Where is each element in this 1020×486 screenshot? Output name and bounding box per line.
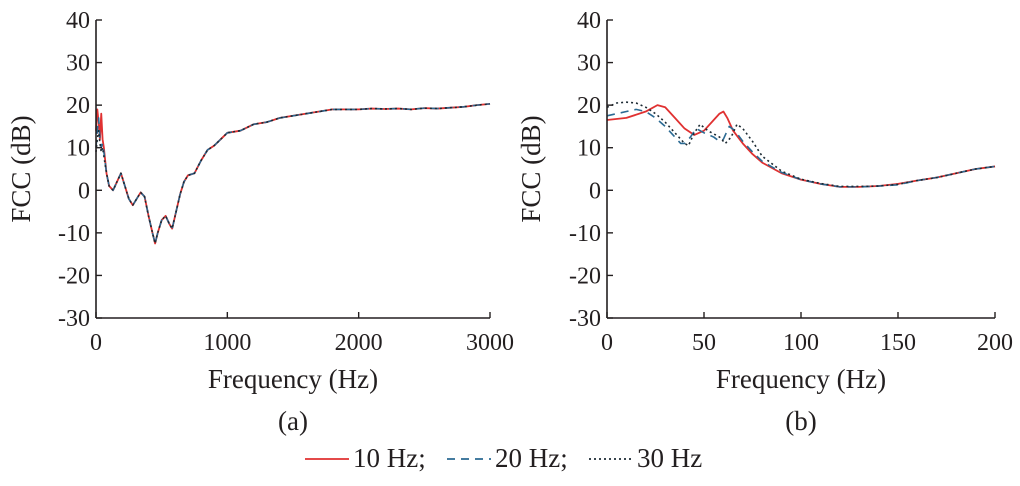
y-tick-label: 10 — [577, 136, 601, 162]
chart-panel-a: -30 -20 -10 0 10 20 30 40 0 1000 2000 3000 FCC (dB) F… — [6, 8, 514, 436]
legend-label: 20 Hz; — [495, 443, 568, 473]
x-tick-label: 50 — [692, 330, 716, 356]
x-axis-label: Frequency (Hz) — [716, 364, 886, 394]
y-tick-label: 30 — [66, 51, 90, 77]
series-line-20-hz — [95, 103, 491, 245]
y-tick-label: -20 — [58, 263, 90, 289]
y-tick-label: 20 — [66, 93, 90, 119]
x-tick-label: 150 — [880, 330, 916, 356]
x-tick-label: 0 — [90, 330, 102, 356]
x-tick-label: 1000 — [203, 330, 251, 356]
y-tick-label: 40 — [577, 8, 601, 34]
legend-label: 30 Hz — [637, 443, 702, 473]
chart-panel-b: -30 -20 -10 0 10 20 30 40 0 50 100 150 200 FCC (dB) Fr… — [516, 8, 1013, 436]
y-tick-label: -20 — [569, 263, 601, 289]
panel-caption: (b) — [785, 406, 816, 436]
y-tick-label: 30 — [577, 51, 601, 77]
series-line-20-hz — [606, 108, 996, 188]
y-axis-label: FCC (dB) — [6, 115, 36, 222]
panel-caption: (a) — [278, 406, 308, 436]
y-tick-label: 40 — [66, 8, 90, 34]
y-tick-label: 20 — [577, 93, 601, 119]
legend: 10 Hz; 20 Hz; 30 Hz — [305, 443, 702, 473]
y-tick-label: -10 — [58, 221, 90, 247]
x-tick-label: 100 — [783, 330, 819, 356]
y-axis-label: FCC (dB) — [516, 115, 546, 222]
y-tick-label: -30 — [569, 306, 601, 332]
y-tick-label: 0 — [78, 178, 90, 204]
x-axis-label: Frequency (Hz) — [208, 364, 378, 394]
x-tick-label: 3000 — [466, 330, 514, 356]
y-tick-label: 10 — [66, 136, 90, 162]
series-line-30-hz — [95, 103, 491, 245]
x-tick-label: 200 — [977, 330, 1013, 356]
x-tick-label: 0 — [601, 330, 613, 356]
y-tick-label: -10 — [569, 221, 601, 247]
legend-label: 10 Hz; — [353, 443, 426, 473]
y-tick-label: 0 — [589, 178, 601, 204]
series-line-10-hz — [95, 102, 491, 245]
x-tick-label: 2000 — [335, 330, 383, 356]
series-line-30-hz — [606, 101, 996, 188]
y-tick-label: -30 — [58, 306, 90, 332]
series-line-10-hz — [606, 104, 996, 188]
